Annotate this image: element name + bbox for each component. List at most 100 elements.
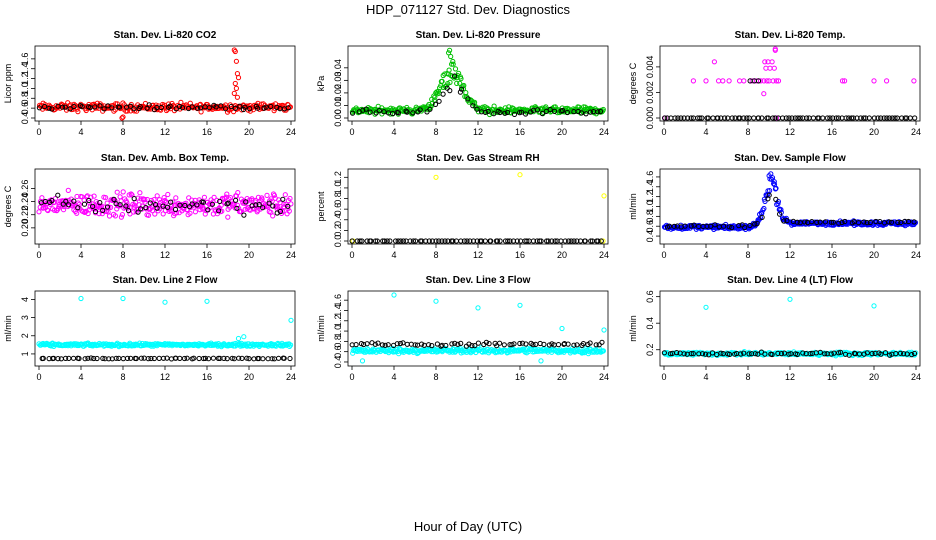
data-point	[475, 340, 481, 346]
x-tick-label: 24	[911, 372, 921, 382]
data-point	[372, 111, 378, 117]
x-tick-label: 16	[202, 250, 212, 260]
data-point	[571, 238, 577, 244]
x-tick-label: 12	[473, 372, 483, 382]
y-axis-label: degrees C	[3, 185, 13, 227]
data-point	[752, 221, 758, 227]
data-point	[137, 190, 143, 196]
data-point	[566, 238, 572, 244]
data-point	[758, 78, 764, 84]
y-tick-label: 1.6	[20, 53, 30, 66]
data-point	[691, 222, 697, 228]
series-2	[39, 355, 293, 362]
data-point	[440, 72, 446, 79]
data-point	[703, 304, 709, 310]
data-point	[515, 347, 522, 353]
data-point	[742, 224, 748, 231]
data-point	[446, 67, 452, 73]
data-point	[888, 219, 895, 225]
data-point	[172, 206, 179, 213]
data-point	[153, 102, 159, 108]
data-point	[861, 219, 867, 225]
data-point	[882, 350, 889, 356]
data-point	[235, 190, 241, 196]
data-point	[260, 205, 266, 211]
y-axis-label: ml/min	[628, 193, 638, 220]
data-point	[432, 94, 438, 100]
data-point	[777, 211, 783, 217]
data-point	[452, 66, 459, 72]
data-point	[71, 198, 77, 204]
data-point	[117, 202, 123, 208]
panel-title: Stan. Dev. Line 3 Flow	[426, 275, 531, 286]
plot-frame	[659, 45, 921, 122]
data-point	[672, 115, 678, 121]
data-point	[459, 86, 465, 92]
y-tick-label: 2	[20, 333, 30, 338]
data-point	[718, 350, 724, 356]
y-axis-label: percent	[316, 191, 326, 222]
data-point	[233, 58, 239, 64]
data-point	[747, 222, 753, 229]
panel-3: Stan. Dev. Li-820 Temp. degrees C 0 4 8 12 16 2…	[628, 30, 921, 137]
data-point	[752, 351, 758, 357]
data-point	[552, 238, 558, 244]
data-point	[675, 115, 681, 121]
data-point	[511, 111, 518, 118]
y-tick-label: 0.6	[333, 203, 343, 216]
y-tick-label: 0.6	[20, 102, 30, 115]
data-point	[417, 107, 423, 113]
data-point	[842, 218, 848, 225]
y-tick-label: 3	[20, 315, 30, 320]
x-tick-label: 0	[349, 250, 354, 260]
data-point	[436, 238, 442, 244]
data-point	[174, 210, 180, 216]
data-point	[117, 194, 123, 200]
data-point	[79, 104, 85, 110]
data-point	[158, 107, 164, 113]
x-tick-label: 24	[599, 127, 609, 137]
data-point	[483, 339, 489, 345]
y-tick-label: 1.0	[333, 182, 343, 195]
data-point	[76, 355, 82, 362]
data-point	[479, 238, 485, 244]
data-point	[393, 238, 399, 244]
data-point	[426, 238, 432, 244]
data-point	[165, 204, 171, 210]
figure-title: HDP_071127 Std. Dev. Diagnostics	[366, 2, 571, 17]
data-point	[488, 238, 494, 244]
data-point	[194, 202, 200, 208]
data-point	[775, 350, 781, 356]
data-point	[447, 88, 453, 94]
data-point	[59, 104, 66, 110]
data-point	[772, 46, 778, 52]
data-point	[778, 351, 785, 357]
data-point	[360, 107, 366, 113]
panel-title: Stan. Dev. Line 2 Flow	[113, 275, 218, 286]
data-point	[893, 351, 899, 357]
y-tick-label: 0.01	[333, 97, 343, 115]
data-point	[555, 342, 562, 348]
data-point	[184, 355, 190, 361]
data-point	[194, 105, 200, 111]
data-point	[97, 200, 103, 206]
data-point	[457, 89, 463, 95]
data-point	[423, 238, 429, 244]
data-point	[751, 115, 757, 121]
series-1	[349, 47, 606, 118]
data-point	[246, 356, 252, 362]
data-point	[583, 111, 589, 117]
data-point	[101, 106, 107, 112]
data-point	[288, 201, 294, 207]
data-point	[433, 298, 439, 304]
data-point	[427, 106, 433, 112]
data-point	[376, 108, 382, 114]
data-point	[410, 110, 416, 116]
data-point	[762, 59, 768, 65]
y-tick-label: 1.0	[333, 325, 343, 338]
y-tick-label: 1.2	[333, 171, 343, 184]
data-point	[494, 343, 500, 349]
data-point	[864, 350, 870, 356]
data-point	[233, 197, 239, 203]
data-point	[708, 223, 714, 229]
